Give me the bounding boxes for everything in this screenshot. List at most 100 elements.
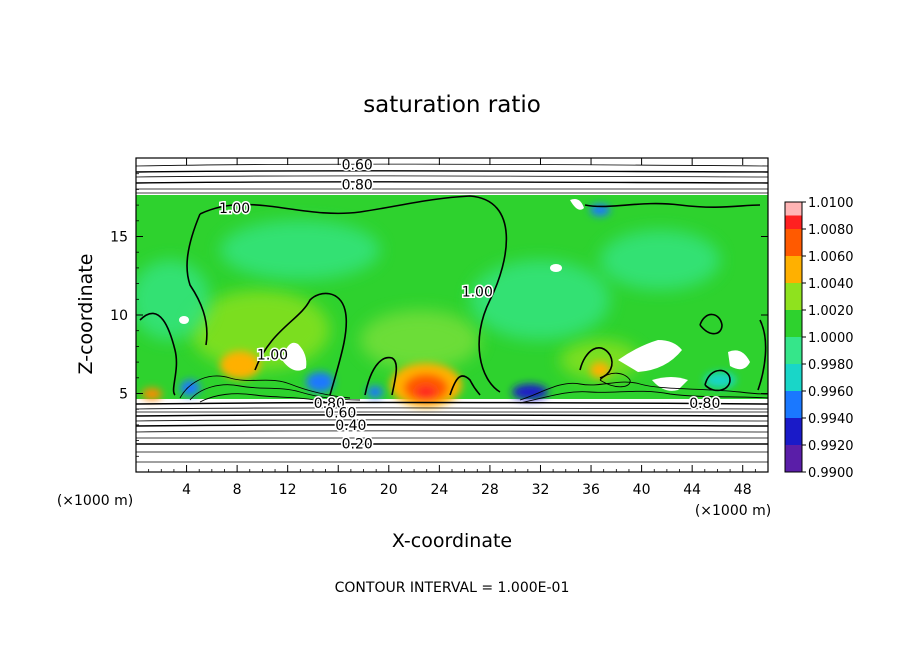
contour-line — [136, 175, 768, 178]
contour-line — [136, 436, 768, 439]
colorbar-label: 0.9980 — [808, 358, 854, 373]
contour-line — [364, 356, 398, 396]
colorbar-label: 0.9940 — [808, 412, 854, 427]
x-tick-label: 44 — [683, 482, 701, 498]
contour-label: 1.00 — [462, 284, 493, 300]
field-cyan-patch — [136, 260, 210, 340]
field-light-patch — [360, 310, 480, 370]
contour-line — [186, 213, 208, 346]
contour-line — [136, 170, 768, 173]
colorbar-swatch — [785, 283, 802, 310]
contour-label: 0.60 — [325, 405, 356, 421]
contour-label: 0.80 — [689, 396, 720, 412]
contour-line — [136, 450, 768, 453]
colorbar-label: 1.0020 — [808, 304, 854, 319]
contour-line — [699, 313, 723, 335]
lower-contours — [136, 401, 768, 463]
colorbar-swatch — [785, 337, 802, 364]
x-tick-label: 40 — [633, 482, 651, 498]
dip-blue — [180, 380, 200, 396]
contour-line — [136, 187, 768, 190]
hotspot-red — [416, 386, 436, 398]
contour-line — [199, 393, 326, 403]
hotspot-yellow — [590, 362, 610, 378]
colorbar-swatch — [785, 202, 802, 216]
contour-line — [757, 319, 767, 391]
y-tick-label: 5 — [119, 387, 128, 403]
contour-label: 0.80 — [342, 178, 373, 194]
contour-line — [519, 381, 768, 401]
contour-line — [599, 372, 631, 388]
dip-blue — [367, 386, 383, 398]
contour-line — [449, 375, 481, 396]
contour-line — [139, 312, 178, 396]
contour-line — [136, 442, 768, 445]
contour-line — [136, 430, 768, 433]
cloud-base-contours — [179, 372, 768, 404]
field-region — [136, 195, 768, 407]
contour-line — [189, 384, 361, 401]
x-axis-label: X-coordinate — [392, 530, 512, 552]
clear-patch — [570, 199, 584, 210]
clear-patch — [179, 316, 189, 324]
contour-interval-footer: CONTOUR INTERVAL = 1.000E-01 — [335, 580, 570, 596]
contour-line — [136, 407, 768, 410]
colorbar-swatch — [785, 310, 802, 337]
contour-line — [179, 375, 351, 399]
x-tick-label: 36 — [582, 482, 600, 498]
clear-patch — [550, 264, 562, 272]
contour-line — [579, 347, 613, 379]
colorbar-label: 0.9960 — [808, 385, 854, 400]
field-cyan-patch — [470, 260, 610, 340]
x-tick-label: 20 — [380, 482, 398, 498]
x-tick-label: 12 — [279, 482, 297, 498]
colorbar-label: 1.0080 — [808, 223, 854, 238]
contour-label: 0.40 — [335, 418, 366, 434]
dip-blue — [512, 384, 548, 400]
contour-line — [136, 419, 768, 422]
hotspot-yellow — [142, 388, 162, 400]
contour-line — [136, 424, 768, 427]
x-tick-label: 4 — [182, 482, 191, 498]
colorbar-swatch — [785, 229, 802, 256]
contour-label: 1.00 — [219, 201, 250, 217]
contour-label: 0.80 — [314, 396, 345, 412]
colorbar-label: 1.0000 — [808, 331, 854, 346]
colorbar-swatch — [785, 256, 802, 283]
colorbar-swatch — [785, 364, 802, 391]
contour-line — [136, 191, 768, 194]
clear-patch — [728, 350, 750, 370]
contour-line — [136, 410, 768, 413]
colorbar: 0.9900 0.9920 0.9940 0.9960 0.9980 1.0000 1.00… — [784, 196, 854, 481]
contour-line — [136, 460, 768, 463]
x-tick-label: 48 — [734, 482, 752, 498]
contour-line — [584, 202, 761, 209]
clear-patch — [618, 340, 682, 372]
y-axis-label: Z-coordinate — [75, 254, 97, 375]
colorbar-swatch — [785, 391, 802, 418]
colorbar-swatch — [785, 418, 802, 445]
colorbar-label: 0.9900 — [808, 466, 854, 481]
clear-patch — [282, 342, 307, 371]
colorbar-label: 0.9920 — [808, 439, 854, 454]
contour-line — [199, 195, 508, 393]
contour-line — [254, 292, 348, 396]
x-unit-left: (×1000 m) — [57, 493, 133, 509]
contour-line — [136, 163, 768, 167]
contour-line — [136, 181, 768, 184]
x-unit-right: (×1000 m) — [695, 503, 771, 519]
dip-cyan — [704, 372, 736, 388]
unity-contours — [139, 195, 767, 396]
contour-labels: 0.600.801.001.001.000.800.600.400.200.80 — [218, 156, 722, 454]
field-cyan-patch — [600, 230, 720, 290]
colorbar-label: 1.0060 — [808, 250, 854, 265]
chart-title: saturation ratio — [363, 92, 541, 118]
colorbar-swatch — [785, 445, 802, 472]
hotspot-yellow — [220, 351, 260, 379]
x-tick-label: 16 — [329, 482, 347, 498]
dip-blue — [306, 372, 334, 392]
contour-line — [136, 401, 768, 405]
contour-label: 0.20 — [342, 437, 373, 453]
